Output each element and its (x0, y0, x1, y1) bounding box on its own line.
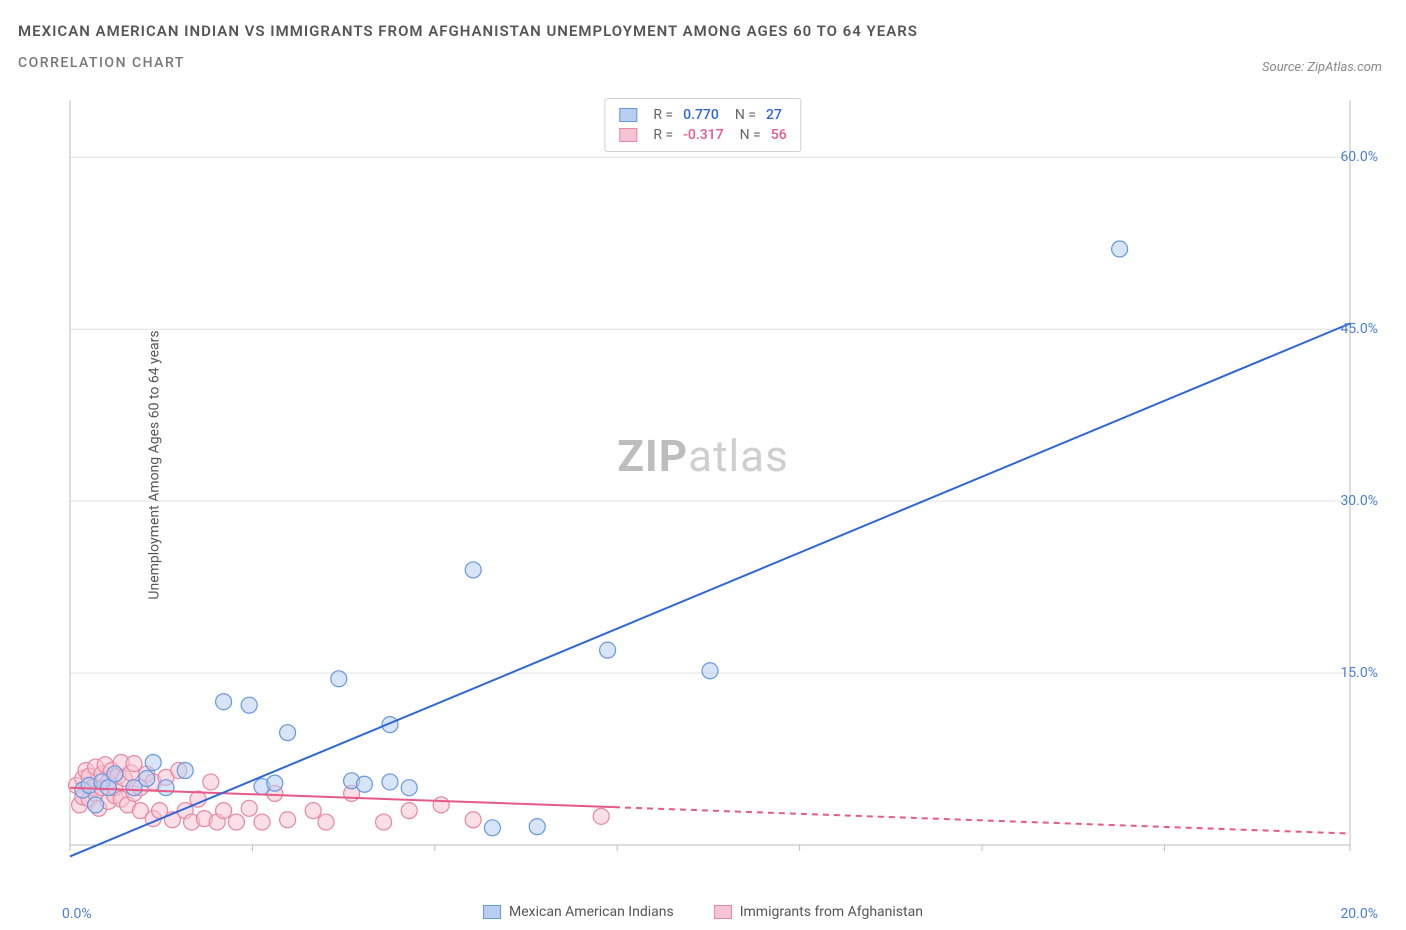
r-label: R = (653, 127, 673, 143)
r-label: R = (653, 107, 673, 123)
y-tick-label: 60.0% (1340, 149, 1378, 165)
r-value-series2: -0.317 (683, 127, 723, 143)
r-value-series1: 0.770 (683, 107, 719, 123)
legend-item-series1: Mexican American Indians (483, 904, 674, 920)
chart-subtitle: CORRELATION CHART (18, 55, 1388, 71)
series-legend: Mexican American Indians Immigrants from… (483, 904, 923, 920)
n-value-series2: 56 (771, 127, 787, 143)
y-tick-label: 30.0% (1340, 493, 1378, 509)
source-attribution: Source: ZipAtlas.com (1262, 60, 1382, 75)
correlation-stats-legend: R = 0.770 N = 27 R = -0.317 N = 56 (604, 98, 801, 152)
legend-item-series2: Immigrants from Afghanistan (714, 904, 923, 920)
n-label: N = (740, 127, 761, 143)
x-axis-end-label: 20.0% (1340, 906, 1378, 922)
n-label: N = (735, 107, 756, 123)
swatch-series1 (483, 905, 501, 919)
stats-row-series2: R = -0.317 N = 56 (619, 125, 786, 145)
swatch-series2 (619, 128, 637, 142)
legend-label-series2: Immigrants from Afghanistan (740, 904, 923, 920)
scatter-chart-svg (60, 95, 1370, 875)
y-tick-label: 45.0% (1340, 321, 1378, 337)
legend-label-series1: Mexican American Indians (509, 904, 674, 920)
n-value-series1: 27 (766, 107, 782, 123)
y-tick-label: 15.0% (1340, 665, 1378, 681)
swatch-series2 (714, 905, 732, 919)
chart-plot-area (60, 95, 1370, 875)
swatch-series1 (619, 108, 637, 122)
x-axis-start-label: 0.0% (62, 906, 92, 922)
stats-row-series1: R = 0.770 N = 27 (619, 105, 786, 125)
chart-title: MEXICAN AMERICAN INDIAN VS IMMIGRANTS FR… (18, 18, 1388, 45)
